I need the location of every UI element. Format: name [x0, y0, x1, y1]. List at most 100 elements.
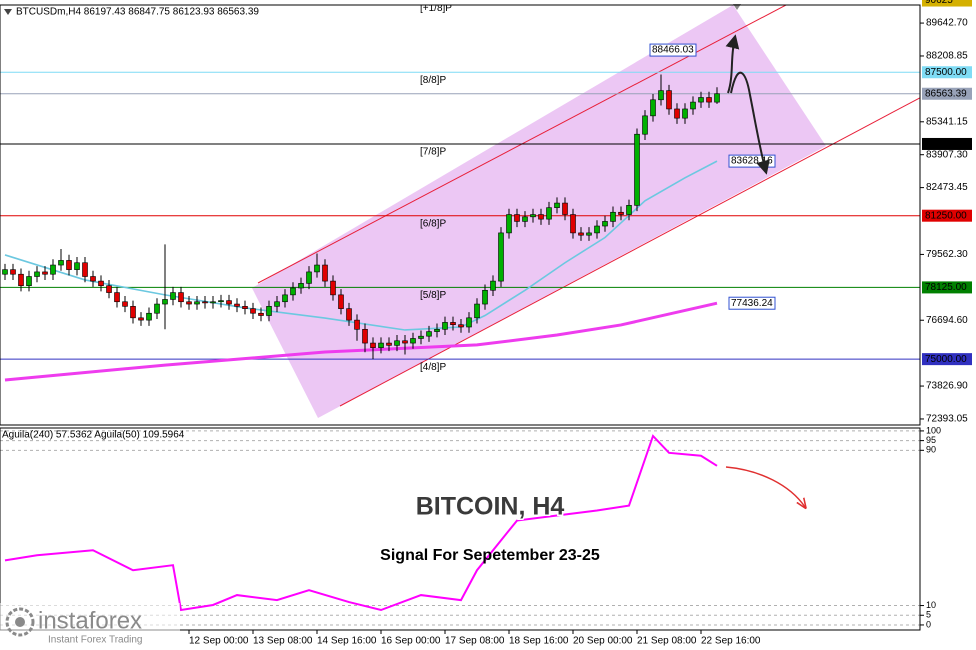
- candle-body: [410, 338, 416, 344]
- indicator-line: [4, 434, 718, 612]
- x-tick-label: 20 Sep 00:00: [573, 636, 633, 647]
- x-tick-label: 18 Sep 16:00: [509, 636, 569, 647]
- ma-label: 83628.16: [731, 156, 773, 167]
- candle-body: [42, 271, 48, 275]
- moving-average: [4, 301, 718, 382]
- arrow-up: [725, 34, 740, 94]
- candle-body: [682, 108, 688, 119]
- level-name: [5/8]P: [420, 290, 446, 301]
- candle-body: [402, 340, 408, 344]
- candle-body: [274, 301, 280, 307]
- candle-body: [370, 342, 376, 348]
- candle-body: [674, 108, 680, 119]
- axes: 89642.70 88208.85 85341.15 83907.30 82473.45…: [188, 0, 972, 647]
- x-tick-label: 13 Sep 08:00: [253, 636, 313, 647]
- level-name: [+1/8]P: [420, 3, 452, 14]
- y-tick-label: 5: [926, 610, 931, 620]
- candle-body: [666, 90, 672, 110]
- candle-body: [418, 335, 424, 339]
- candle-body: [50, 264, 56, 275]
- candle-body: [522, 216, 528, 222]
- y-tick-label: 88208.85: [926, 51, 968, 62]
- indicator-plot: [0, 430, 920, 626]
- candle-body: [130, 306, 136, 319]
- candle-body: [122, 301, 128, 307]
- candle-body: [266, 306, 272, 316]
- candle-body: [26, 276, 32, 286]
- candle-body: [146, 312, 152, 321]
- y-tick-label: 79562.30: [926, 249, 968, 260]
- candle-body: [306, 271, 312, 284]
- candle-body: [162, 299, 168, 305]
- x-tick-label: 12 Sep 00:00: [189, 636, 249, 647]
- candle-body: [450, 322, 456, 326]
- level-name: [8/8]P: [420, 75, 446, 86]
- candle-body: [466, 317, 472, 328]
- level-price-box: [922, 209, 972, 222]
- candle-body: [34, 271, 40, 277]
- candle-body: [58, 260, 64, 266]
- candle-body: [482, 289, 488, 305]
- main-frame: [0, 4, 921, 426]
- forecast-arrows: [725, 4, 805, 507]
- candle-body: [562, 202, 568, 215]
- indicator-frame: [0, 427, 921, 631]
- candle-body: [706, 97, 712, 103]
- candle-body: [426, 331, 432, 337]
- candle-body: [506, 214, 512, 234]
- candle-body: [594, 225, 600, 234]
- candle-body: [474, 303, 480, 319]
- candle-body: [642, 115, 648, 135]
- candle-body: [610, 211, 616, 222]
- candle-body: [330, 280, 336, 296]
- candle-body: [106, 285, 112, 293]
- candle-body: [218, 300, 224, 303]
- logo-tagline: Instant Forex Trading: [48, 635, 143, 646]
- candle-body: [322, 264, 328, 282]
- candle-body: [530, 214, 536, 218]
- price-annotation-box: [649, 43, 697, 57]
- candle-body: [18, 273, 24, 286]
- candle-body: [282, 294, 288, 303]
- y-tick-label: 100: [926, 425, 941, 435]
- level-price: 90625: [925, 0, 953, 6]
- candle-body: [714, 93, 720, 103]
- y-tick-label: 82473.45: [926, 182, 968, 193]
- y-tick-label: 95: [926, 435, 936, 445]
- x-tick-label: 22 Sep 16:00: [701, 636, 761, 647]
- candle-body: [138, 317, 144, 321]
- x-tick-label: 17 Sep 08:00: [445, 636, 505, 647]
- candle-body: [66, 260, 72, 270]
- candle-body: [258, 312, 264, 316]
- y-tick-label: 10: [926, 600, 936, 610]
- level-price-box: [922, 281, 972, 294]
- candle-body: [338, 294, 344, 309]
- level-price-box: [922, 353, 972, 366]
- candle-body: [658, 90, 664, 101]
- channel-lower: [339, 97, 920, 407]
- level-price: 75000.00: [925, 354, 967, 365]
- candle-body: [234, 303, 240, 307]
- level-price-box: [922, 87, 972, 100]
- candle-body: [570, 214, 576, 234]
- level-price: 81250.00: [925, 210, 967, 221]
- candle-body: [578, 232, 584, 236]
- watermark-title: BITCOIN, H4: [416, 493, 565, 521]
- y-tick-label: 73826.90: [926, 381, 968, 392]
- y-tick-label: 72393.05: [926, 414, 968, 425]
- level-name: [6/8]P: [420, 218, 446, 229]
- level-name: [7/8]P: [420, 147, 446, 158]
- x-tick-label: 14 Sep 16:00: [317, 636, 377, 647]
- candle-body: [226, 300, 232, 305]
- level-price-box: [922, 137, 972, 150]
- candle-body: [82, 262, 88, 277]
- level-price: 78125.00: [925, 282, 967, 293]
- candle-body: [154, 303, 160, 314]
- candle-body: [194, 301, 200, 305]
- candle-body: [74, 262, 80, 270]
- candle-body: [538, 214, 544, 220]
- y-tick-label: 89642.70: [926, 18, 968, 29]
- level-price: 87500.00: [925, 67, 967, 78]
- candle-body: [434, 328, 440, 332]
